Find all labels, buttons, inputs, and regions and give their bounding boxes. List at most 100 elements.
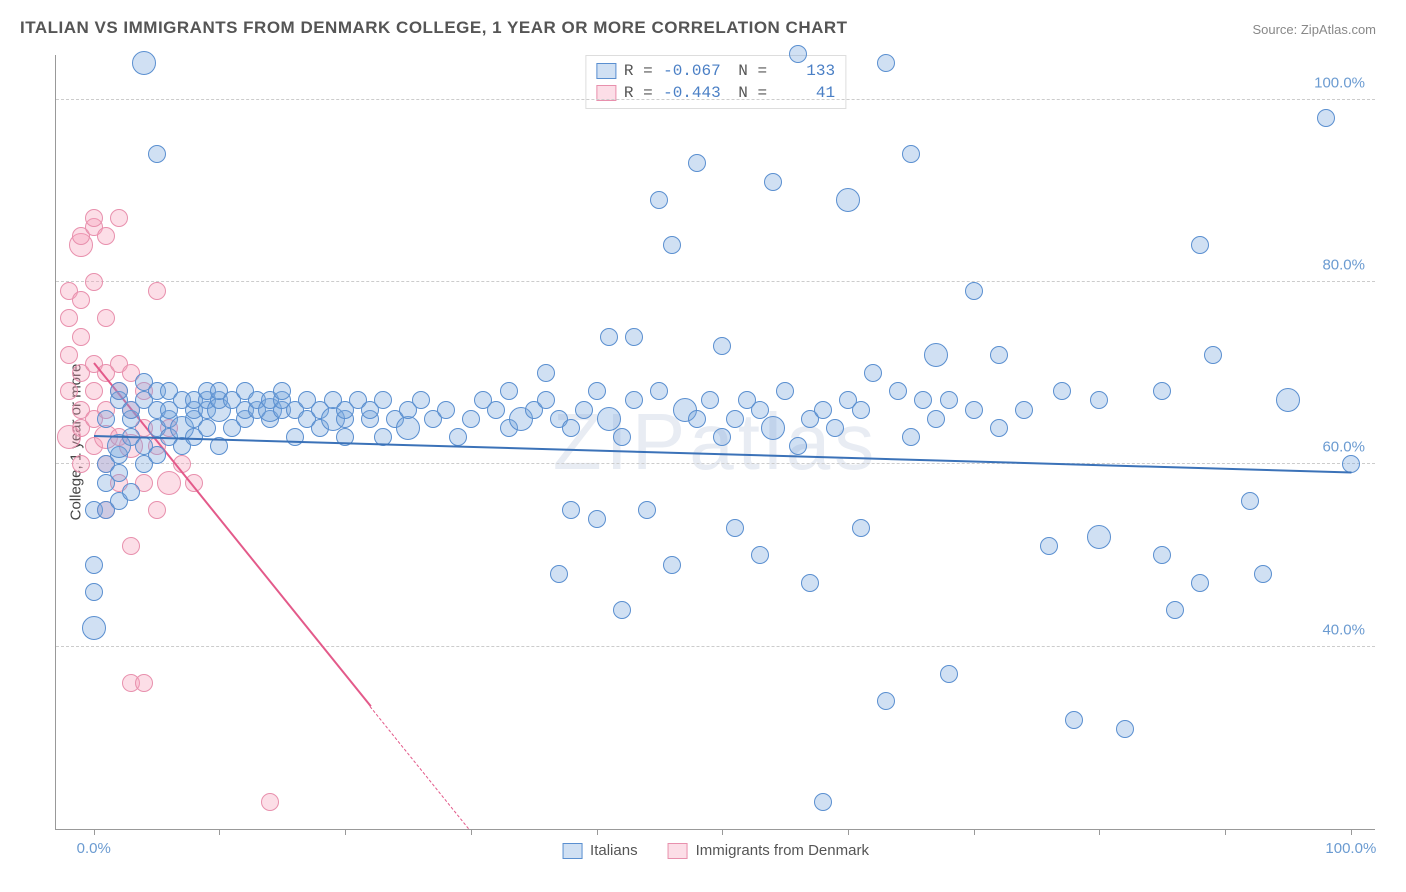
scatter-point — [198, 419, 216, 437]
scatter-point — [726, 410, 744, 428]
scatter-point — [990, 419, 1008, 437]
source-attribution: Source: ZipAtlas.com — [1252, 22, 1376, 37]
scatter-point — [412, 391, 430, 409]
scatter-point — [1191, 236, 1209, 254]
scatter-point — [927, 410, 945, 428]
scatter-point — [613, 428, 631, 446]
y-tick-label: 40.0% — [1322, 621, 1365, 638]
scatter-point — [688, 410, 706, 428]
gridline-horizontal — [56, 99, 1375, 100]
scatter-point — [826, 419, 844, 437]
scatter-point — [575, 401, 593, 419]
gridline-horizontal — [56, 281, 1375, 282]
y-tick-label: 60.0% — [1322, 439, 1365, 456]
scatter-point — [1065, 711, 1083, 729]
scatter-point — [1153, 546, 1171, 564]
scatter-point — [110, 209, 128, 227]
scatter-point — [940, 665, 958, 683]
x-axis-tick — [974, 829, 975, 835]
scatter-point — [85, 556, 103, 574]
stat-val-r-italians: -0.067 — [661, 62, 721, 80]
x-axis-tick — [722, 829, 723, 835]
x-axis-tick — [1225, 829, 1226, 835]
scatter-point — [462, 410, 480, 428]
scatter-point — [713, 428, 731, 446]
legend-stats-row-italians: R = -0.067 N = 133 — [596, 60, 835, 82]
scatter-point — [132, 51, 156, 75]
scatter-point — [97, 410, 115, 428]
scatter-point — [1166, 601, 1184, 619]
scatter-point — [1204, 346, 1222, 364]
scatter-point — [437, 401, 455, 419]
scatter-point — [688, 154, 706, 172]
scatter-point — [60, 309, 78, 327]
x-axis-tick — [219, 829, 220, 835]
scatter-point — [990, 346, 1008, 364]
scatter-point — [789, 437, 807, 455]
scatter-point — [965, 401, 983, 419]
stat-val-n-italians: 133 — [775, 62, 835, 80]
scatter-point — [487, 401, 505, 419]
scatter-point — [713, 337, 731, 355]
scatter-point — [1317, 109, 1335, 127]
scatter-point — [537, 364, 555, 382]
legend-label-denmark: Immigrants from Denmark — [696, 842, 869, 859]
scatter-point — [110, 382, 128, 400]
scatter-point — [85, 209, 103, 227]
scatter-plot-area: ZIPatlas College, 1 year or more R = -0.… — [55, 55, 1375, 830]
gridline-horizontal — [56, 646, 1375, 647]
scatter-point — [1191, 574, 1209, 592]
scatter-point — [625, 391, 643, 409]
scatter-point — [85, 583, 103, 601]
scatter-point — [72, 328, 90, 346]
x-axis-tick — [1099, 829, 1100, 835]
scatter-point — [374, 391, 392, 409]
x-axis-tick — [94, 829, 95, 835]
scatter-point — [97, 227, 115, 245]
x-axis-tick — [597, 829, 598, 835]
gridline-horizontal — [56, 463, 1375, 464]
scatter-point — [1040, 537, 1058, 555]
scatter-point — [877, 54, 895, 72]
scatter-point — [726, 519, 744, 537]
scatter-point — [650, 191, 668, 209]
scatter-point — [122, 483, 140, 501]
scatter-point — [60, 382, 78, 400]
scatter-point — [449, 428, 467, 446]
scatter-point — [836, 188, 860, 212]
scatter-point — [562, 419, 580, 437]
legend-series-names: Italians Immigrants from Denmark — [562, 842, 869, 859]
scatter-point — [148, 282, 166, 300]
scatter-point — [1276, 388, 1300, 412]
legend-stats-row-denmark: R = -0.443 N = 41 — [596, 82, 835, 104]
scatter-point — [902, 145, 920, 163]
scatter-point — [562, 501, 580, 519]
scatter-point — [588, 382, 606, 400]
scatter-point — [148, 145, 166, 163]
scatter-point — [924, 343, 948, 367]
scatter-point — [135, 674, 153, 692]
legend-swatch-denmark — [668, 843, 688, 859]
scatter-point — [663, 556, 681, 574]
scatter-point — [613, 601, 631, 619]
scatter-point — [751, 401, 769, 419]
scatter-point — [852, 401, 870, 419]
x-tick-label: 0.0% — [77, 840, 111, 857]
scatter-point — [1254, 565, 1272, 583]
scatter-point — [663, 236, 681, 254]
scatter-point — [801, 574, 819, 592]
scatter-point — [902, 428, 920, 446]
scatter-point — [814, 401, 832, 419]
legend-item-denmark: Immigrants from Denmark — [668, 842, 869, 859]
scatter-point — [1241, 492, 1259, 510]
scatter-point — [852, 519, 870, 537]
x-tick-label: 100.0% — [1325, 840, 1376, 857]
scatter-point — [1090, 391, 1108, 409]
scatter-point — [82, 616, 106, 640]
scatter-point — [597, 407, 621, 431]
scatter-point — [940, 391, 958, 409]
scatter-point — [60, 346, 78, 364]
scatter-point — [110, 464, 128, 482]
scatter-point — [550, 565, 568, 583]
scatter-point — [273, 382, 291, 400]
